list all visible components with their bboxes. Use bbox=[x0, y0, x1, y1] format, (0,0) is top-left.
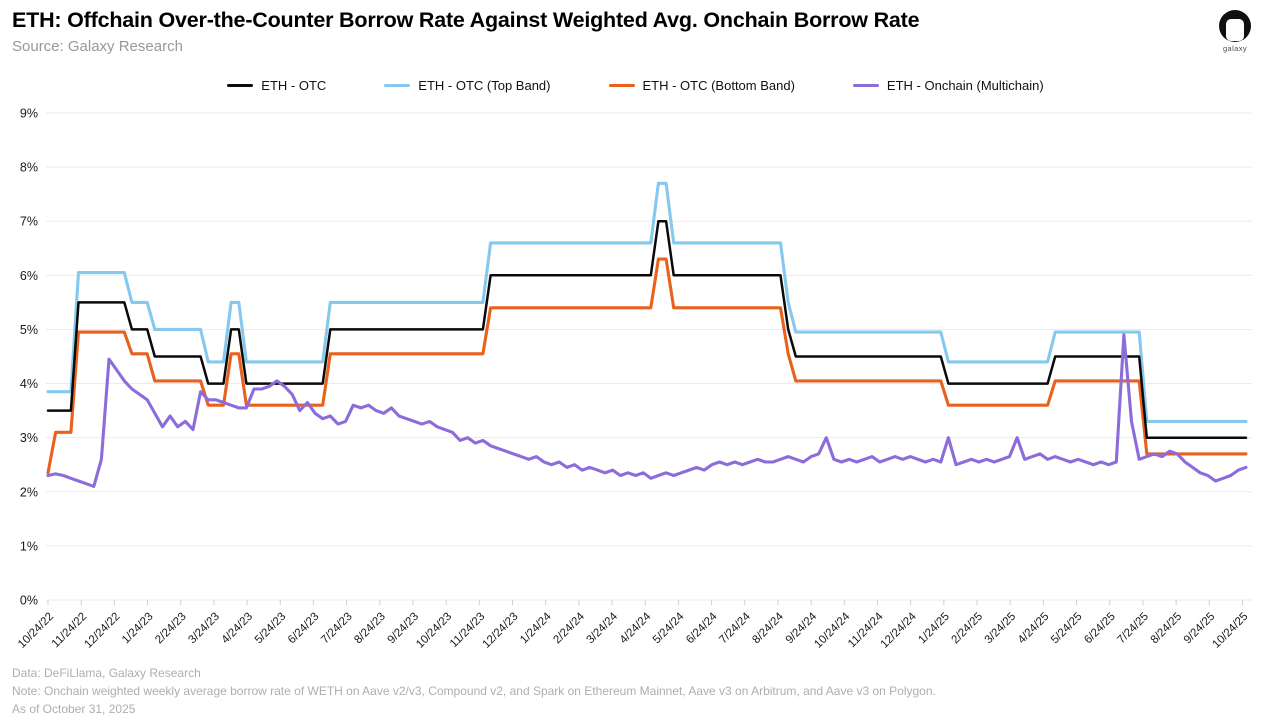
y-axis-label: 9% bbox=[20, 107, 38, 121]
x-axis-label: 12/24/22 bbox=[82, 611, 122, 651]
y-axis-label: 3% bbox=[20, 431, 38, 445]
page-title: ETH: Offchain Over-the-Counter Borrow Ra… bbox=[12, 8, 920, 32]
source-subtitle: Source: Galaxy Research bbox=[12, 38, 183, 55]
series-line-eth-otc bbox=[46, 219, 1248, 439]
x-axis-label: 1/24/25 bbox=[916, 611, 952, 647]
legend-label: ETH - OTC (Bottom Band) bbox=[642, 78, 795, 93]
chart-header: ETH: Offchain Over-the-Counter Borrow Ra… bbox=[12, 8, 1211, 55]
chart-footer: Data: DeFiLlama, Galaxy Research Note: O… bbox=[12, 664, 936, 718]
x-axis-label: 7/24/23 bbox=[319, 611, 355, 647]
x-axis-label: 6/24/25 bbox=[1082, 611, 1118, 647]
legend-item: ETH - Onchain (Multichain) bbox=[852, 78, 1044, 93]
legend-swatch bbox=[852, 83, 879, 88]
x-axis-label: 5/24/23 bbox=[253, 611, 289, 647]
x-axis-label: 2/24/23 bbox=[153, 611, 189, 647]
footer-note: Note: Onchain weighted weekly average bo… bbox=[12, 684, 936, 698]
galaxy-logo-label: galaxy bbox=[1222, 44, 1248, 53]
y-axis-label: 0% bbox=[20, 594, 38, 608]
footer-data-source: Data: DeFiLlama, Galaxy Research bbox=[12, 666, 201, 680]
x-axis-label: 1/24/24 bbox=[518, 610, 554, 646]
legend-item: ETH - OTC bbox=[227, 78, 326, 93]
x-axis-label: 4/24/25 bbox=[1016, 611, 1052, 647]
x-axis-label: 10/24/25 bbox=[1210, 611, 1250, 651]
y-axis-label: 2% bbox=[20, 485, 38, 499]
legend-swatch bbox=[384, 83, 411, 88]
x-axis-label: 10/24/23 bbox=[414, 611, 454, 651]
x-axis-label: 10/24/24 bbox=[812, 610, 853, 651]
x-axis-label: 4/24/24 bbox=[618, 610, 654, 646]
y-axis-label: 4% bbox=[20, 377, 38, 391]
y-axis-label: 8% bbox=[20, 161, 38, 175]
x-axis-label: 2/24/24 bbox=[551, 610, 587, 646]
legend-label: ETH - OTC bbox=[261, 78, 327, 93]
x-axis-label: 6/24/24 bbox=[684, 610, 720, 646]
x-axis-label: 6/24/23 bbox=[286, 611, 322, 647]
series-line-eth-otc-top-band bbox=[46, 181, 1248, 423]
x-axis-label: 10/24/22 bbox=[16, 611, 56, 651]
galaxy-logo-icon bbox=[1219, 10, 1251, 42]
legend-swatch bbox=[227, 83, 254, 88]
x-axis-label: 8/24/24 bbox=[750, 610, 786, 646]
x-axis-label: 5/24/24 bbox=[651, 610, 687, 646]
x-axis-label: 3/24/25 bbox=[983, 611, 1019, 647]
x-axis-label: 2/24/25 bbox=[950, 611, 986, 647]
x-axis-label: 5/24/25 bbox=[1049, 611, 1085, 647]
legend-item: ETH - OTC (Top Band) bbox=[384, 78, 551, 93]
series-line-eth-otc-bottom-band bbox=[46, 257, 1248, 475]
series-line-eth-onchain-multichain bbox=[46, 333, 1248, 488]
chart-legend: ETH - OTC ETH - OTC (Top Band) ETH - OTC (… bbox=[0, 78, 1271, 93]
x-axis-label: 3/24/24 bbox=[585, 610, 621, 646]
y-axis-label: 6% bbox=[20, 269, 38, 283]
legend-item: ETH - OTC (Bottom Band) bbox=[608, 78, 795, 93]
legend-swatch bbox=[608, 83, 635, 88]
x-axis-label: 8/24/23 bbox=[352, 611, 388, 647]
y-axis-label: 1% bbox=[20, 539, 38, 553]
y-axis-label: 5% bbox=[20, 323, 38, 337]
x-axis-label: 1/24/23 bbox=[120, 611, 156, 647]
footer-as-of: As of October 31, 2025 bbox=[12, 702, 136, 716]
x-axis-label: 7/24/25 bbox=[1115, 611, 1151, 647]
x-axis-label: 4/24/23 bbox=[220, 611, 256, 647]
legend-label: ETH - Onchain (Multichain) bbox=[886, 78, 1044, 93]
legend-label: ETH - OTC (Top Band) bbox=[418, 78, 551, 93]
x-axis-label: 7/24/24 bbox=[717, 610, 753, 646]
x-axis-label: 12/24/23 bbox=[480, 611, 520, 651]
x-axis-label: 12/24/24 bbox=[879, 610, 920, 651]
x-axis-label: 8/24/25 bbox=[1149, 611, 1185, 647]
y-axis-label: 7% bbox=[20, 215, 38, 229]
galaxy-logo: galaxy bbox=[1213, 10, 1257, 53]
x-axis-label: 3/24/23 bbox=[186, 611, 222, 647]
